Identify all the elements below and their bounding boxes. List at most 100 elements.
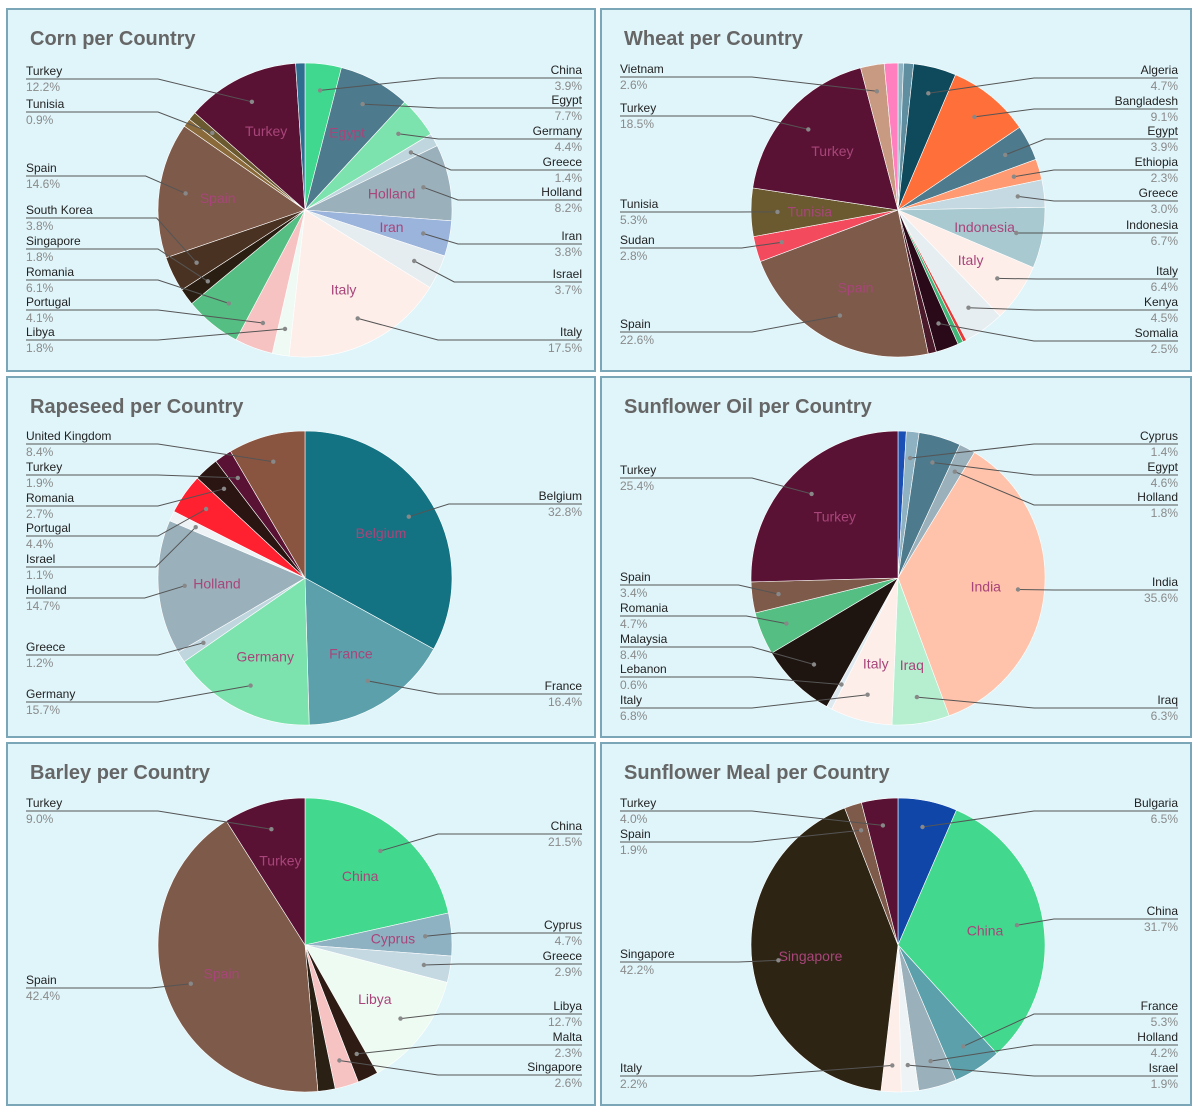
leader-dot — [269, 827, 274, 832]
pie-chart: Indonesia Italy Spain Tunisia Turkey Algeria 4… — [620, 62, 1179, 358]
leader-line — [408, 503, 582, 518]
slice-label: Egypt — [551, 93, 582, 107]
slice-percent: 1.9% — [1151, 1077, 1179, 1091]
slice-percent: 1.8% — [1151, 506, 1179, 520]
leader-dot — [354, 1051, 359, 1057]
slice-label: Spain — [620, 317, 651, 331]
slice-inner-label: France — [329, 645, 373, 661]
slice-percent: 17.5% — [548, 341, 582, 355]
slice-label: Israel — [26, 552, 55, 566]
slice-inner-label: Tunisia — [787, 203, 832, 219]
leader-dot — [930, 460, 935, 465]
leader-dot — [995, 276, 1000, 281]
leader-line — [963, 1013, 1178, 1047]
slice-label: Italy — [1156, 264, 1178, 278]
leader-dot — [1011, 174, 1017, 179]
pie-slice-belgium — [304, 430, 453, 650]
slice-label: Holland — [1137, 490, 1178, 504]
slice-inner-label: Holland — [193, 576, 240, 592]
leader-dot — [317, 88, 323, 93]
slice-label: Iraq — [1157, 693, 1178, 707]
slice-label: Egypt — [1147, 460, 1178, 474]
slice-percent: 1.4% — [555, 171, 583, 185]
slice-label: Turkey — [26, 64, 62, 78]
leader-dot — [966, 305, 971, 310]
leader-dot — [961, 1044, 966, 1049]
slice-percent: 2.2% — [620, 1077, 648, 1091]
leader-dot — [1014, 230, 1019, 236]
slice-label: Ethiopia — [1135, 155, 1179, 169]
leader-dot — [905, 1062, 910, 1068]
leader-line — [1016, 918, 1178, 926]
leader-line — [423, 233, 582, 245]
leader-line — [620, 1064, 893, 1077]
slice-label: Germany — [533, 124, 582, 138]
slice-label: Turkey — [620, 101, 656, 115]
leader-line — [932, 462, 1178, 476]
leader-dot — [809, 491, 814, 497]
slice-label: China — [1147, 904, 1179, 918]
leader-dot — [914, 694, 920, 700]
slice-label: Malta — [553, 1030, 583, 1044]
leader-line — [620, 477, 812, 495]
slice-inner-label: China — [342, 868, 379, 884]
slice-label: Singapore — [620, 947, 675, 961]
slice-percent: 18.5% — [620, 117, 654, 131]
leader-line — [910, 443, 1178, 459]
leader-line — [413, 260, 582, 283]
leader-line — [26, 279, 229, 304]
slice-label: Libya — [553, 999, 582, 1013]
leader-line — [922, 810, 1178, 828]
slice-label: Egypt — [1147, 124, 1178, 138]
leader-dot — [210, 130, 215, 136]
slice-label: Portugal — [26, 521, 71, 535]
leader-line — [916, 696, 1178, 709]
slice-label: Cyprus — [1140, 429, 1178, 443]
leader-line — [620, 646, 815, 665]
pie-slice-italy — [288, 209, 431, 358]
leader-dot — [421, 185, 426, 190]
slice-label: Greece — [26, 640, 66, 654]
leader-line — [1005, 138, 1178, 156]
leader-line — [26, 309, 263, 324]
pie-chart: Belgium France Germany Holland Belgium 32.8% F… — [26, 429, 582, 726]
leader-line — [425, 932, 582, 937]
chart-title: Corn per Country — [30, 28, 196, 50]
slice-percent: 1.2% — [26, 656, 54, 670]
slice-percent: 2.6% — [555, 1076, 583, 1090]
leader-dot — [205, 279, 210, 284]
leader-line — [26, 217, 197, 264]
slice-label: Kenya — [1144, 295, 1178, 309]
slice-percent: 4.4% — [555, 140, 583, 154]
leader-dot — [952, 469, 957, 474]
leader-line — [26, 810, 272, 830]
leader-line — [26, 526, 197, 568]
pie-slice-libya — [304, 944, 448, 1074]
slice-inner-label: Turkey — [811, 143, 853, 159]
leader-dot — [408, 150, 414, 155]
pie-slice-turkey — [750, 430, 899, 583]
chart-title: Rapeseed per Country — [30, 396, 244, 418]
slice-label: Libya — [26, 325, 55, 339]
slice-percent: 9.1% — [1151, 110, 1179, 124]
leader-dot — [282, 326, 288, 332]
slice-label: Cyprus — [544, 918, 582, 932]
leader-dot — [355, 316, 360, 321]
leader-line — [907, 1064, 1178, 1077]
slice-percent: 2.7% — [26, 507, 54, 521]
slice-percent: 42.4% — [26, 989, 60, 1003]
slice-label: Iran — [561, 229, 582, 243]
leader-dot — [248, 683, 253, 688]
leader-dot — [421, 962, 427, 968]
pie-slice-turkey — [752, 67, 899, 211]
slice-percent: 4.7% — [555, 934, 583, 948]
slice-label: Romania — [620, 601, 668, 615]
slice-inner-label: Italy — [863, 655, 889, 671]
leader-dot — [972, 114, 977, 120]
pie-slice-germany — [183, 577, 310, 726]
slice-percent: 6.5% — [1151, 812, 1179, 826]
slice-label: Germany — [26, 687, 75, 701]
leader-dot — [1015, 587, 1021, 592]
leader-line — [26, 175, 186, 194]
chart-panel-5: Barley per Country China Cyprus Libya Spain T… — [6, 742, 596, 1106]
